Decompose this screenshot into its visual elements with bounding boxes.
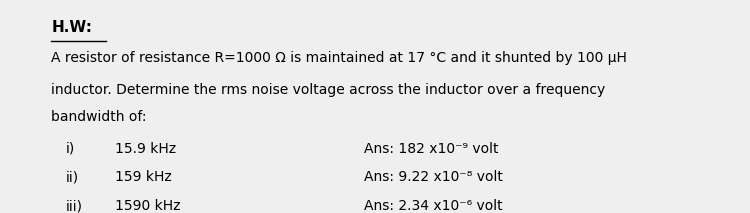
Text: Ans: 9.22 x10⁻⁸ volt: Ans: 9.22 x10⁻⁸ volt xyxy=(364,170,503,184)
Text: iii): iii) xyxy=(65,199,82,213)
Text: ii): ii) xyxy=(65,170,79,184)
Text: A resistor of resistance R=1000 Ω is maintained at 17 °C and it shunted by 100 μ: A resistor of resistance R=1000 Ω is mai… xyxy=(51,51,627,65)
Text: bandwidth of:: bandwidth of: xyxy=(51,110,147,124)
Text: inductor. Determine the rms noise voltage across the inductor over a frequency: inductor. Determine the rms noise voltag… xyxy=(51,83,605,97)
Text: 15.9 kHz: 15.9 kHz xyxy=(116,142,176,156)
Text: 159 kHz: 159 kHz xyxy=(116,170,172,184)
Text: Ans: 2.34 x10⁻⁶ volt: Ans: 2.34 x10⁻⁶ volt xyxy=(364,199,503,213)
Text: Ans: 182 x10⁻⁹ volt: Ans: 182 x10⁻⁹ volt xyxy=(364,142,499,156)
Text: H.W:: H.W: xyxy=(51,20,92,35)
Text: i): i) xyxy=(65,142,75,156)
Text: 1590 kHz: 1590 kHz xyxy=(116,199,181,213)
